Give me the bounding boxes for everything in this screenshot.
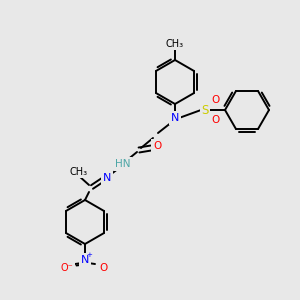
Text: CH₃: CH₃ xyxy=(70,167,88,177)
Text: O: O xyxy=(99,263,107,273)
Text: N: N xyxy=(171,113,179,123)
Text: N: N xyxy=(103,173,111,183)
Text: CH₃: CH₃ xyxy=(166,39,184,49)
Text: O: O xyxy=(211,95,219,105)
Text: HN: HN xyxy=(115,159,131,169)
Text: O: O xyxy=(153,141,161,151)
Text: O: O xyxy=(211,115,219,125)
Text: +: + xyxy=(86,252,92,258)
Text: S: S xyxy=(201,103,209,116)
Text: O⁻: O⁻ xyxy=(61,263,74,273)
Text: N: N xyxy=(81,255,89,265)
